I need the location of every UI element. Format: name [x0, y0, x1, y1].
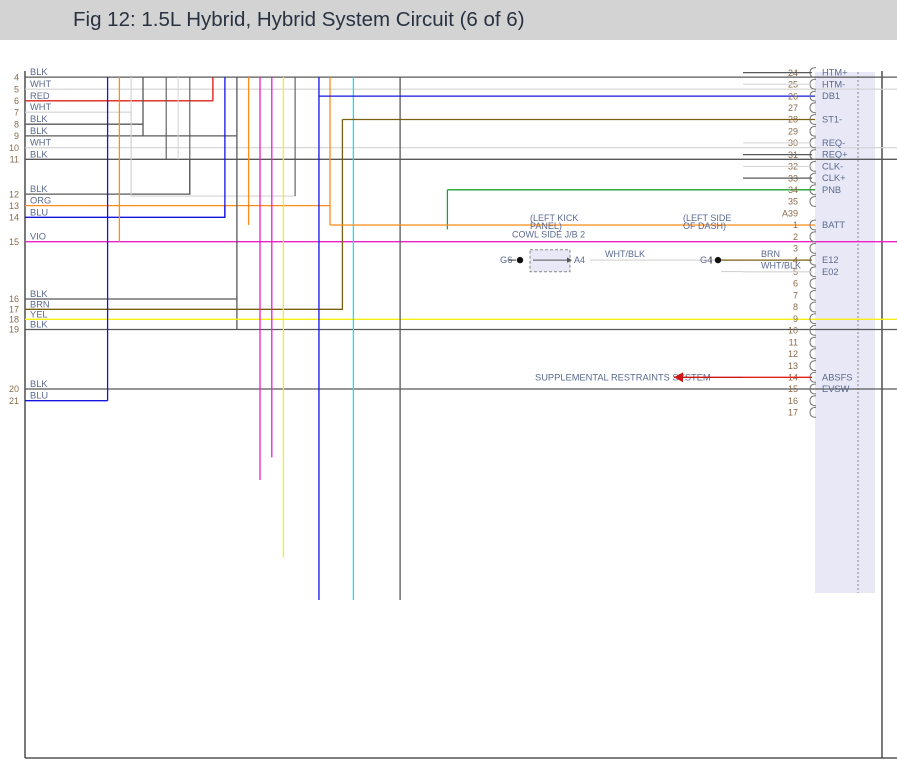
svg-text:8: 8	[14, 119, 19, 129]
svg-text:28: 28	[788, 115, 798, 125]
svg-text:WHT: WHT	[30, 79, 51, 89]
svg-text:14: 14	[9, 213, 19, 223]
svg-text:DB1: DB1	[822, 91, 840, 101]
svg-text:BLK: BLK	[30, 126, 48, 136]
svg-text:10: 10	[9, 143, 19, 153]
svg-text:12: 12	[9, 189, 19, 199]
svg-text:BATT: BATT	[822, 220, 845, 230]
svg-text:16: 16	[9, 294, 19, 304]
svg-text:5: 5	[14, 84, 19, 94]
svg-text:YEL: YEL	[30, 309, 48, 319]
svg-text:12: 12	[788, 349, 798, 359]
svg-text:9: 9	[793, 314, 798, 324]
svg-text:13: 13	[788, 361, 798, 371]
svg-text:6: 6	[793, 279, 798, 289]
svg-text:18: 18	[9, 315, 19, 325]
svg-text:REQ-: REQ-	[822, 138, 845, 148]
svg-text:15: 15	[788, 384, 798, 394]
svg-text:1: 1	[793, 220, 798, 230]
svg-text:A4: A4	[574, 255, 585, 265]
svg-text:27: 27	[788, 103, 798, 113]
svg-text:20: 20	[9, 384, 19, 394]
svg-text:21: 21	[9, 396, 19, 406]
svg-text:8: 8	[793, 302, 798, 312]
svg-text:CLK-: CLK-	[822, 161, 843, 171]
svg-text:A39: A39	[782, 208, 798, 218]
svg-text:WHT: WHT	[30, 138, 51, 148]
svg-text:BLK: BLK	[30, 184, 48, 194]
svg-text:BLU: BLU	[30, 207, 48, 217]
svg-text:BRN: BRN	[761, 249, 780, 259]
svg-text:29: 29	[788, 126, 798, 136]
svg-text:WHT/BLK: WHT/BLK	[605, 249, 645, 259]
svg-text:BLU: BLU	[30, 391, 48, 401]
svg-text:BLK: BLK	[30, 289, 48, 299]
svg-text:7: 7	[793, 291, 798, 301]
svg-text:ST1-: ST1-	[822, 115, 842, 125]
svg-text:CLK+: CLK+	[822, 173, 846, 183]
svg-text:WHT/BLK: WHT/BLK	[761, 261, 801, 271]
svg-text:HTM+: HTM+	[822, 68, 848, 78]
svg-text:11: 11	[10, 155, 19, 165]
svg-text:EVSW: EVSW	[822, 384, 850, 394]
svg-text:13: 13	[9, 201, 19, 211]
svg-text:ABSFS: ABSFS	[822, 372, 852, 382]
svg-text:VIO: VIO	[30, 232, 46, 242]
svg-text:11: 11	[789, 337, 798, 347]
svg-text:COWL SIDE J/B 2: COWL SIDE J/B 2	[512, 229, 585, 239]
svg-text:BLK: BLK	[30, 379, 48, 389]
svg-text:BLK: BLK	[30, 114, 48, 124]
svg-text:26: 26	[788, 91, 798, 101]
svg-text:2: 2	[793, 232, 798, 242]
svg-text:17: 17	[788, 408, 798, 418]
svg-text:19: 19	[9, 325, 19, 335]
svg-text:OF DASH): OF DASH)	[683, 221, 726, 231]
svg-text:7: 7	[14, 107, 19, 117]
svg-text:BLK: BLK	[30, 67, 48, 77]
svg-text:BRN: BRN	[30, 299, 50, 309]
svg-text:BLK: BLK	[30, 149, 48, 159]
svg-text:ORG: ORG	[30, 196, 51, 206]
svg-text:35: 35	[788, 197, 798, 207]
svg-text:16: 16	[788, 396, 798, 406]
svg-text:4: 4	[14, 72, 19, 82]
svg-text:E02: E02	[822, 267, 839, 277]
svg-text:E12: E12	[822, 255, 839, 265]
svg-text:HTM-: HTM-	[822, 79, 845, 89]
svg-text:34: 34	[788, 185, 798, 195]
svg-text:10: 10	[788, 326, 798, 336]
svg-text:15: 15	[9, 237, 19, 247]
svg-text:17: 17	[9, 305, 19, 315]
svg-text:RED: RED	[30, 91, 50, 101]
svg-text:PNB: PNB	[822, 185, 841, 195]
svg-text:3: 3	[793, 244, 798, 254]
svg-text:BLK: BLK	[30, 320, 48, 330]
svg-text:6: 6	[14, 96, 19, 106]
svg-text:9: 9	[14, 131, 19, 141]
svg-text:WHT: WHT	[30, 102, 51, 112]
svg-text:REQ+: REQ+	[822, 150, 848, 160]
